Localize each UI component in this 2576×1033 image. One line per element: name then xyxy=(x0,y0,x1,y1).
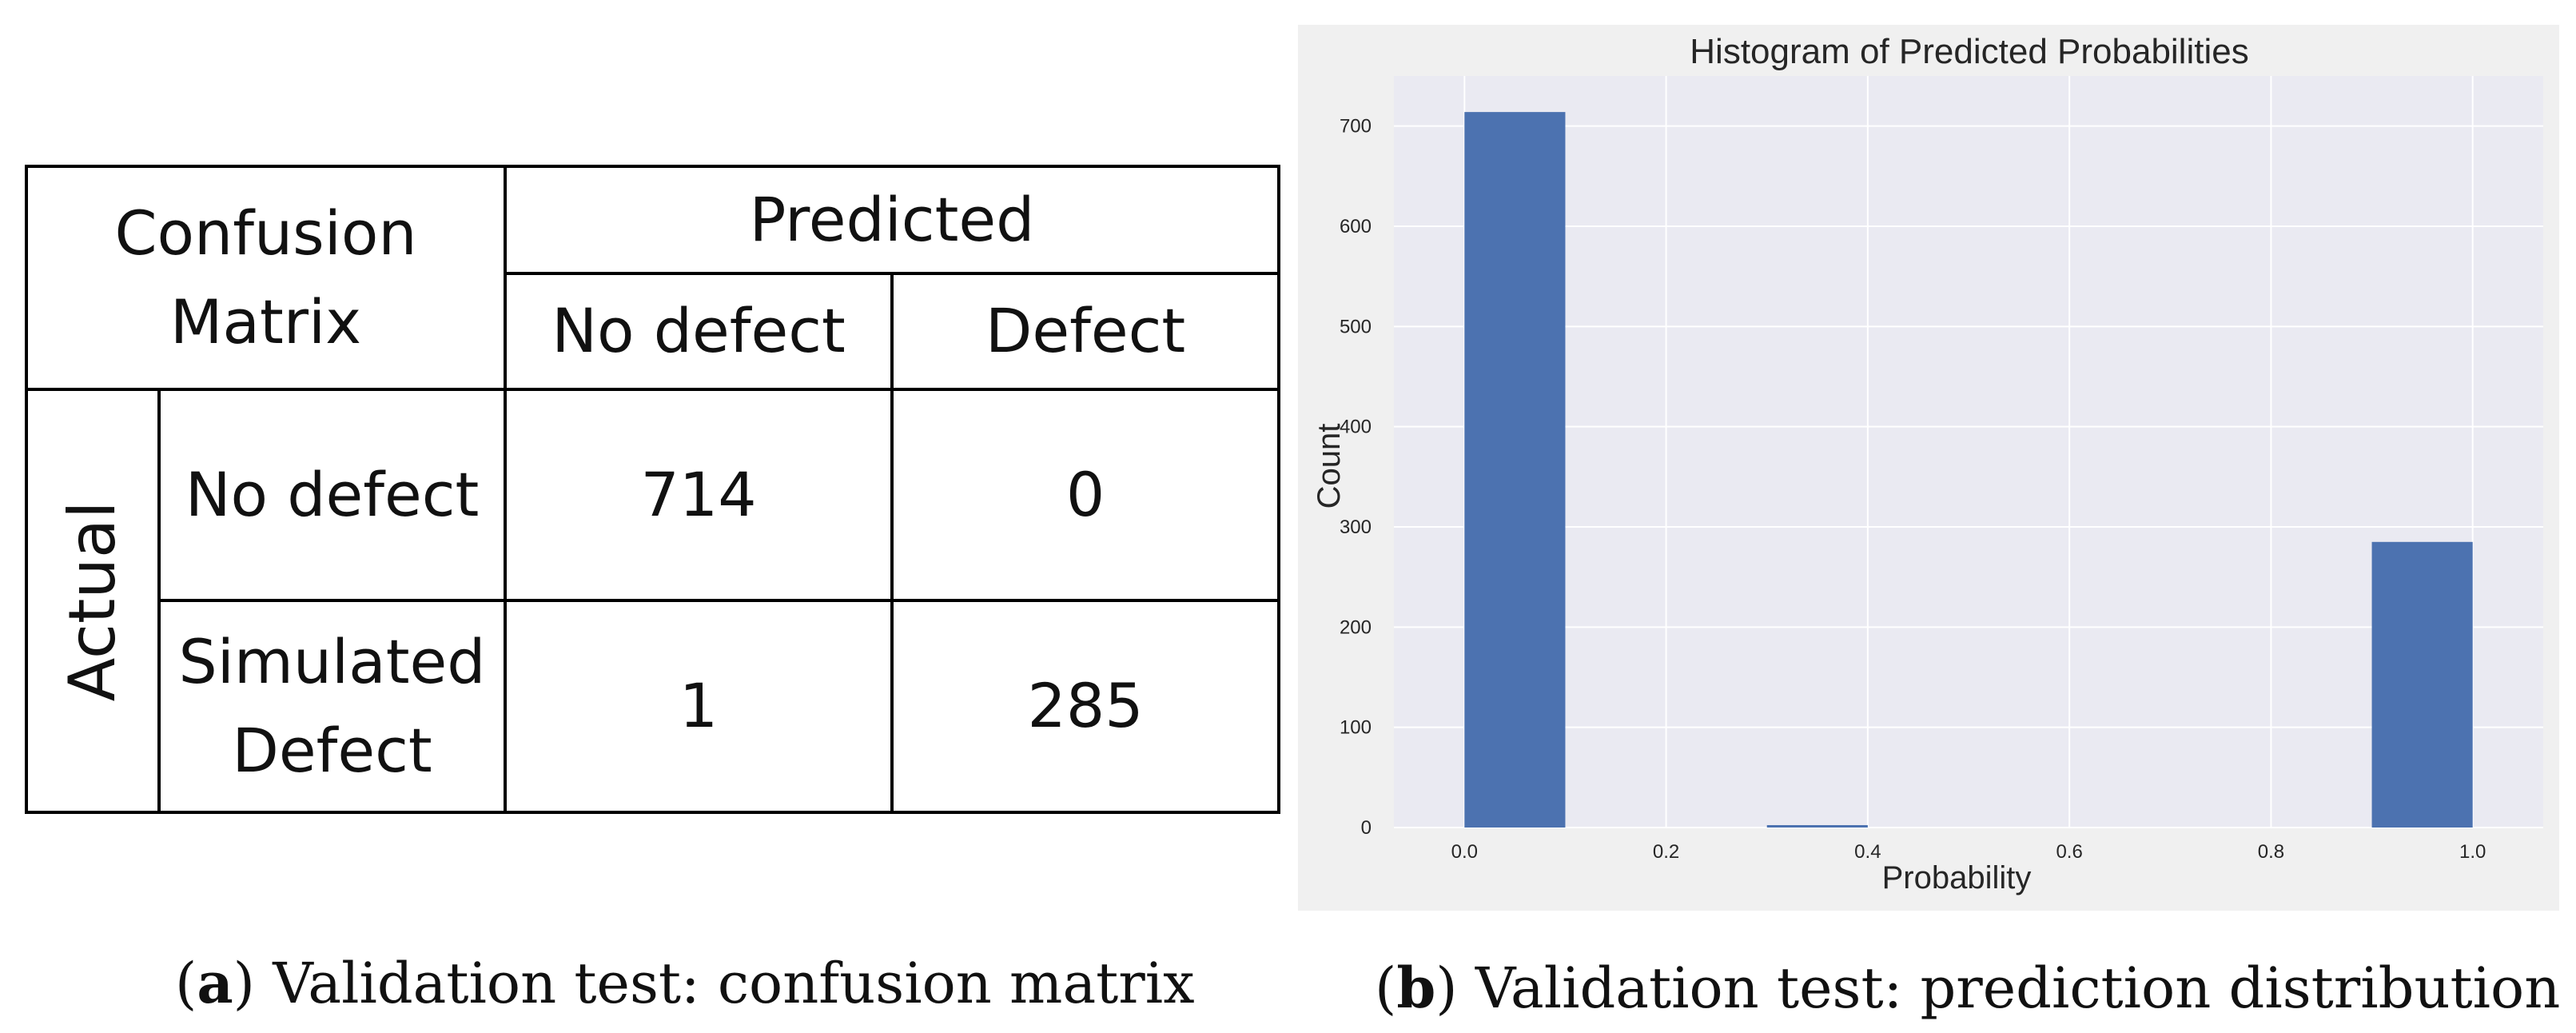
y-tick-label: 700 xyxy=(1340,116,1372,138)
plot-background xyxy=(1394,76,2543,828)
caption-b-label: b xyxy=(1396,955,1436,1021)
predicted-header: Predicted xyxy=(504,165,1281,275)
histogram-chart: 0 100 200 300 400 500 600 700 0.0 0.2 0.4 0.6 0.8 1.0… xyxy=(1312,32,2543,895)
row-label-line-1: Simulated xyxy=(178,626,486,698)
cell-fn: 1 xyxy=(504,599,894,814)
caption-b: (b) Validation test: prediction distribu… xyxy=(1375,955,2561,1021)
y-tick-label: 100 xyxy=(1340,717,1372,739)
histogram-bar xyxy=(1464,112,1566,828)
x-axis-label: Probability xyxy=(1882,860,2032,895)
histogram-bar xyxy=(2371,541,2473,828)
y-tick-label: 500 xyxy=(1340,316,1372,337)
x-tick-label: 0.8 xyxy=(2258,841,2284,863)
row-header-simulated-defect: Simulated Defect xyxy=(157,599,508,814)
histogram-panel: 0 100 200 300 400 500 600 700 0.0 0.2 0.4 0.6 0.8 1.0… xyxy=(1298,25,2559,911)
col-header-defect: Defect xyxy=(890,272,1281,391)
x-tick-label: 0.0 xyxy=(1451,841,1478,863)
y-tick-label: 300 xyxy=(1340,516,1372,538)
x-tick-label: 0.4 xyxy=(1854,841,1881,863)
histogram-bar xyxy=(1766,825,1868,828)
y-tick-label: 600 xyxy=(1340,216,1372,237)
col-header-no-defect: No defect xyxy=(504,272,894,391)
cell-fp: 0 xyxy=(890,388,1281,602)
x-tick-label: 0.2 xyxy=(1653,841,1679,863)
actual-header-cell: Actual xyxy=(25,388,161,814)
x-tick-label: 1.0 xyxy=(2459,841,2486,863)
x-tick-label: 0.6 xyxy=(2056,841,2082,863)
histogram-bars xyxy=(1464,112,2473,828)
y-tick-label: 400 xyxy=(1340,417,1372,438)
y-axis-label: Count xyxy=(1312,424,1347,509)
caption-a: (a) Validation test: confusion matrix xyxy=(175,950,1195,1016)
tick-labels: 0 100 200 300 400 500 600 700 0.0 0.2 0.4 0.6 0.8 1.0 xyxy=(1340,116,2486,863)
matrix-corner-label: Confusion Matrix xyxy=(24,165,508,391)
y-tick-label: 200 xyxy=(1340,616,1372,638)
row-label-line-2: Defect xyxy=(232,714,432,786)
caption-a-label: a xyxy=(197,950,233,1016)
actual-header: Actual xyxy=(55,501,129,701)
y-tick-label: 0 xyxy=(1361,817,1372,839)
corner-line-1: Confusion xyxy=(114,197,417,269)
confusion-matrix-table: Confusion Matrix Predicted No defect Def… xyxy=(24,165,1281,814)
chart-title: Histogram of Predicted Probabilities xyxy=(1690,32,2248,71)
cell-tp: 285 xyxy=(890,599,1281,814)
row-header-no-defect: No defect xyxy=(157,388,508,602)
cell-tn: 714 xyxy=(504,388,894,602)
caption-b-text: Validation test: prediction distribution xyxy=(1475,955,2561,1021)
corner-line-2: Matrix xyxy=(169,285,362,357)
caption-a-text: Validation test: confusion matrix xyxy=(273,951,1195,1016)
